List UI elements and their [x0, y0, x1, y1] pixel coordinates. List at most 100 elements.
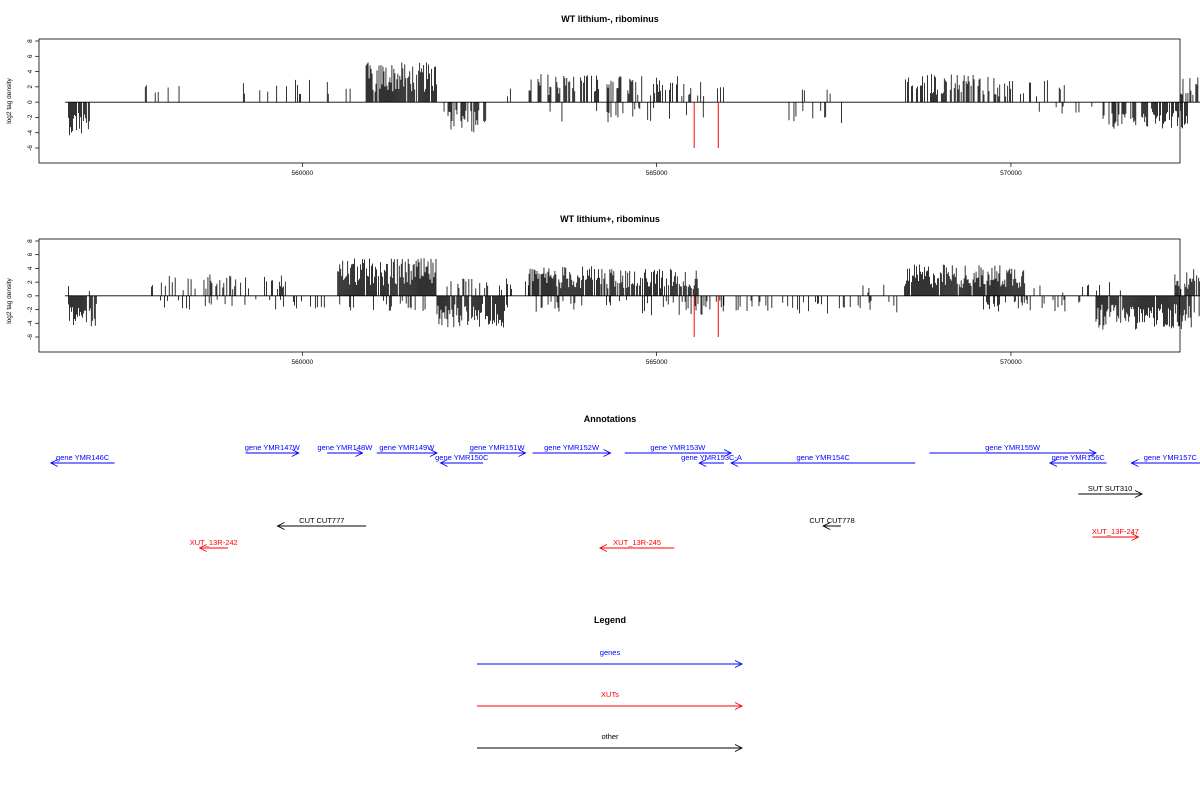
feature-label: XUT_13F-247: [1092, 527, 1139, 536]
feature-label: gene YMR151W: [470, 443, 526, 452]
legend-entry: XUTs: [477, 690, 744, 710]
y-tick-label: 2: [27, 280, 34, 284]
x-tick-label: 565000: [646, 359, 668, 366]
x-tick-label: 570000: [1000, 359, 1022, 366]
annotation-feature: gene YMR146C: [49, 453, 115, 467]
arrow-head-icon: [291, 449, 300, 457]
feature-label: gene YMR154C: [797, 453, 851, 462]
annotation-feature: gene YMR150C: [435, 453, 489, 467]
plot-frame: [38, 38, 1181, 164]
arrow-head-icon: [734, 702, 744, 710]
annotation-feature: gene YMR152W: [532, 443, 612, 457]
annotation-feature: XUT_13F-247: [1092, 527, 1140, 541]
y-tick-label: 4: [27, 266, 34, 270]
y-tick-label: 0: [27, 100, 34, 104]
annotation-feature: gene YMR148W: [317, 443, 373, 457]
arrow-head-icon: [49, 459, 58, 467]
arrow-head-icon: [1131, 533, 1140, 541]
x-tick-label: 560000: [291, 359, 313, 366]
annotation-feature: gene YMR157C: [1130, 453, 1200, 467]
feature-label: gene YMR152W: [544, 443, 600, 452]
track-panel-lithium-plus: WT lithium+, ribominus log2 tag density …: [6, 214, 1200, 366]
density-bars: [68, 258, 1200, 330]
arrow-head-icon: [822, 522, 831, 530]
annotation-feature: XUT_13R-242: [190, 538, 238, 552]
y-tick-label: -4: [27, 320, 34, 326]
annotation-feature: gene YMR149W: [376, 443, 438, 457]
y-axis-label: log2 tag density: [6, 77, 13, 123]
feature-label: gene YMR147W: [245, 443, 301, 452]
feature-label: gene YMR156C: [1052, 453, 1106, 462]
arrow-head-icon: [730, 459, 739, 467]
arrow-head-icon: [1130, 459, 1139, 467]
feature-label: CUT CUT777: [299, 516, 344, 525]
panel-title: WT lithium-, ribominus: [561, 14, 659, 24]
annotation-feature: gene YMR156C: [1048, 453, 1107, 467]
annotations-title: Annotations: [584, 414, 637, 424]
feature-label: gene YMR148W: [317, 443, 373, 452]
y-tick-label: -6: [27, 334, 34, 340]
arrow-head-icon: [439, 459, 448, 467]
annotation-feature: gene YMR151W: [468, 443, 527, 457]
feature-label: XUT_13R-242: [190, 538, 238, 547]
legend: Legend genes XUTs other: [477, 615, 744, 752]
arrow-head-icon: [698, 459, 707, 467]
legend-entry: other: [477, 732, 744, 752]
arrow-head-icon: [355, 449, 364, 457]
feature-label: SUT SUT310: [1088, 484, 1132, 493]
feature-label: XUT_13R-245: [613, 538, 661, 547]
y-tick-label: 4: [27, 69, 34, 73]
feature-label: gene YMR146C: [56, 453, 110, 462]
arrow-head-icon: [198, 544, 207, 552]
y-tick-label: 8: [27, 239, 34, 243]
feature-label: gene YMR153W: [650, 443, 706, 452]
y-tick-label: 8: [27, 39, 34, 43]
y-tick-label: 6: [27, 253, 34, 257]
arrow-head-icon: [598, 544, 608, 552]
feature-label: CUT CUT778: [809, 516, 854, 525]
arrow-head-icon: [429, 449, 438, 457]
annotation-feature: CUT CUT777: [276, 516, 367, 530]
feature-label: gene YMR153C-A: [681, 453, 742, 462]
x-tick-label: 560000: [291, 170, 313, 177]
y-tick-label: -6: [27, 145, 34, 151]
x-tick-label: 565000: [646, 170, 668, 177]
annotation-feature: gene YMR153C-A: [681, 453, 742, 467]
legend-label: other: [601, 732, 619, 741]
arrow-head-icon: [734, 744, 744, 752]
feature-label: gene YMR149W: [379, 443, 435, 452]
arrow-head-icon: [518, 449, 527, 457]
legend-label: XUTs: [601, 690, 619, 699]
annotation-feature: gene YMR153W: [624, 443, 733, 457]
legend-entry: genes: [477, 648, 744, 668]
feature-label: gene YMR155W: [985, 443, 1041, 452]
y-tick-label: -2: [27, 114, 34, 120]
legend-title: Legend: [594, 615, 626, 625]
arrow-head-icon: [723, 449, 733, 457]
arrow-head-icon: [1048, 459, 1058, 467]
annotation-feature: XUT_13R-245: [598, 538, 675, 552]
y-tick-label: 2: [27, 85, 34, 89]
arrow-head-icon: [1134, 490, 1144, 498]
feature-label: gene YMR150C: [435, 453, 489, 462]
arrow-head-icon: [603, 449, 612, 457]
y-axis-label: log2 tag density: [6, 277, 13, 323]
panel-title: WT lithium+, ribominus: [560, 214, 660, 224]
arrow-head-icon: [734, 660, 744, 668]
x-tick-label: 570000: [1000, 170, 1022, 177]
annotation-feature: CUT CUT778: [809, 516, 855, 530]
y-tick-label: -2: [27, 306, 34, 312]
density-bars: [68, 62, 1199, 136]
annotation-feature: gene YMR154C: [730, 453, 916, 467]
annotations-track: Annotations gene YMR146C gene YMR147W gene…: [49, 414, 1200, 552]
y-tick-label: 0: [27, 294, 34, 298]
annotation-feature: gene YMR147W: [245, 443, 301, 457]
arrow-head-icon: [1088, 449, 1097, 457]
annotation-feature: gene YMR155W: [929, 443, 1097, 457]
track-panel-lithium-minus: WT lithium-, ribominus log2 tag density …: [6, 14, 1200, 177]
y-tick-label: 6: [27, 54, 34, 58]
feature-label: gene YMR157C: [1144, 453, 1198, 462]
annotation-feature: SUT SUT310: [1078, 484, 1144, 498]
